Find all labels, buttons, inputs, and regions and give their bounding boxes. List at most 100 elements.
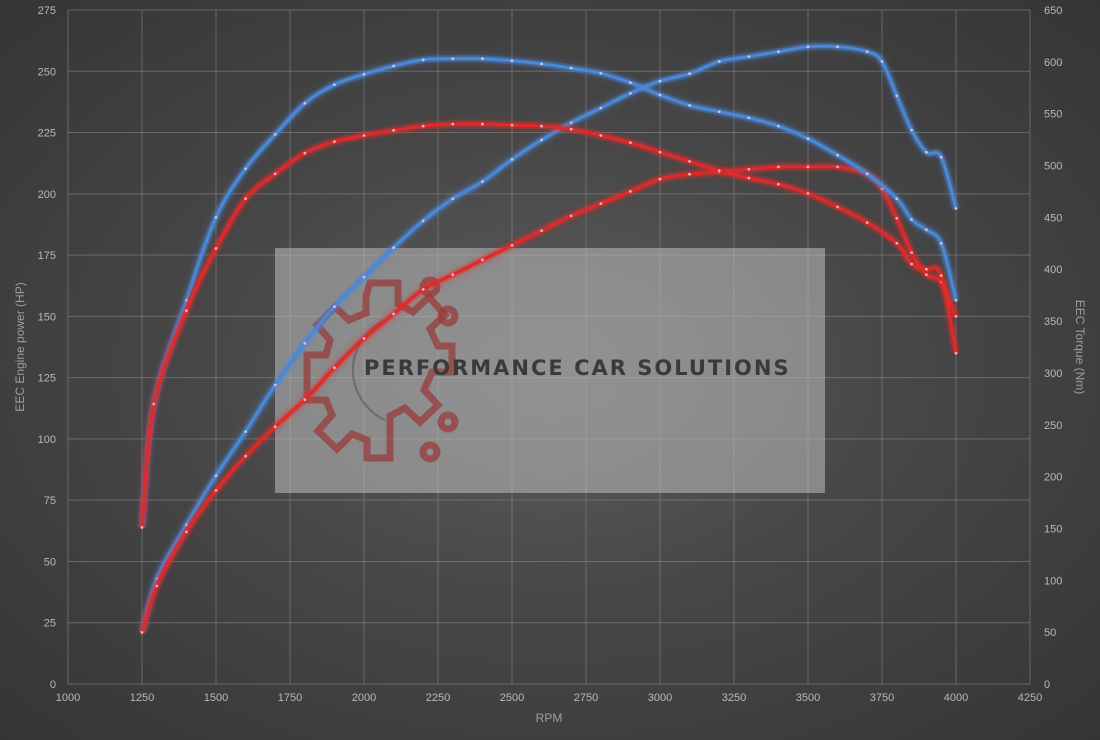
y-left-tick-label: 175 <box>38 250 56 262</box>
y-right-tick-label: 500 <box>1044 161 1062 173</box>
x-tick-label: 1250 <box>130 692 154 704</box>
series-1-point <box>747 167 751 171</box>
y-right-tick-label: 550 <box>1044 109 1062 121</box>
series-0-point <box>510 158 514 161</box>
series-2-point <box>895 197 899 201</box>
y-left-tick-label: 100 <box>38 434 56 446</box>
series-0-point <box>362 275 366 279</box>
watermark-text: PERFORMANCE CAR SOLUTIONS <box>364 356 791 380</box>
x-tick-label: 2750 <box>574 692 598 704</box>
series-0-point <box>777 50 780 54</box>
series-2-point <box>688 104 691 107</box>
series-1-point <box>954 315 958 318</box>
series-1-point <box>510 243 514 247</box>
series-3-point <box>629 141 632 145</box>
series-2-point <box>910 218 913 221</box>
series-1-point <box>303 398 307 402</box>
series-2-point <box>569 66 573 70</box>
series-2-point <box>777 124 780 128</box>
series-2-point <box>481 57 484 61</box>
series-layer <box>138 42 960 634</box>
series-0-point <box>333 305 336 308</box>
series-2-point <box>244 167 248 171</box>
series-0-point <box>688 72 691 76</box>
series-1-point <box>185 530 188 534</box>
series-1-point <box>481 258 484 262</box>
series-0-point <box>939 155 943 159</box>
series-3-point <box>599 134 603 137</box>
series-1-point <box>688 172 691 176</box>
y-left-tick-label: 225 <box>38 128 56 140</box>
series-2-point <box>510 59 514 63</box>
series-0-point <box>836 45 839 49</box>
series-2-point <box>303 101 307 105</box>
series-3-point <box>688 160 691 163</box>
series-1-point <box>599 202 603 206</box>
y-right-tick-label: 400 <box>1044 264 1062 276</box>
series-3-point <box>244 197 248 201</box>
series-1-point <box>836 165 839 169</box>
series-0-point <box>569 121 573 125</box>
series-0-point <box>421 219 425 223</box>
series-1-point <box>392 312 395 316</box>
y-right-axis-title: EEC Torque (Nm) <box>1073 300 1087 394</box>
series-0-point <box>717 60 721 63</box>
series-0-point <box>244 430 248 433</box>
series-3-point <box>333 140 336 144</box>
series-3-point <box>510 123 514 127</box>
series-2-point <box>214 216 218 219</box>
x-tick-label: 3500 <box>796 692 820 704</box>
series-0-point <box>895 94 899 98</box>
x-tick-label: 3250 <box>722 692 746 704</box>
series-2-point <box>392 64 395 68</box>
series-2-point <box>658 93 662 97</box>
series-1-point <box>910 251 913 255</box>
series-3-point <box>273 172 277 176</box>
series-3-point <box>939 274 943 277</box>
series-3-point <box>910 262 913 266</box>
series-3-point <box>140 526 144 529</box>
series-1-point <box>140 631 144 634</box>
x-tick-label: 1500 <box>204 692 228 704</box>
series-1-point <box>214 489 218 492</box>
series-1-point <box>806 165 810 169</box>
series-1-point <box>244 454 248 458</box>
series-3-point <box>658 150 662 154</box>
series-2-point <box>747 116 751 120</box>
y-right-tick-label: 600 <box>1044 57 1062 69</box>
x-tick-label: 3000 <box>648 692 672 704</box>
series-0-point <box>658 79 662 83</box>
y-right-tick-label: 200 <box>1044 472 1062 484</box>
y-left-tick-label: 75 <box>44 495 56 507</box>
series-0-point <box>910 128 913 132</box>
x-tick-label: 1000 <box>56 692 80 704</box>
y-right-tick-label: 300 <box>1044 368 1062 380</box>
series-2-point <box>273 133 277 136</box>
y-left-tick-label: 0 <box>50 679 56 691</box>
series-3-point <box>451 122 455 126</box>
series-0-point <box>747 55 751 58</box>
series-3-point <box>481 122 484 126</box>
series-3-point <box>895 241 899 245</box>
series-0-line <box>140 44 958 634</box>
y-right-tick-label: 450 <box>1044 212 1062 224</box>
series-3-point <box>717 169 721 173</box>
series-3-point <box>569 127 573 131</box>
series-1-point <box>155 584 159 588</box>
x-tick-label: 2250 <box>426 692 450 704</box>
series-0-point <box>392 246 395 250</box>
y-right-tick-label: 650 <box>1044 5 1062 17</box>
series-2-point <box>836 153 839 157</box>
series-0-point <box>481 180 484 184</box>
series-0-point <box>303 341 307 345</box>
series-2-point <box>599 71 603 75</box>
series-2-point <box>865 172 869 176</box>
series-3-point <box>152 402 156 406</box>
y-right-tick-label: 150 <box>1044 523 1062 535</box>
watermark: PERFORMANCE CAR SOLUTIONS <box>275 248 825 493</box>
series-2-point <box>333 83 336 87</box>
y-left-tick-label: 150 <box>38 311 56 323</box>
series-1-point <box>421 288 425 291</box>
series-2-point <box>540 62 543 66</box>
